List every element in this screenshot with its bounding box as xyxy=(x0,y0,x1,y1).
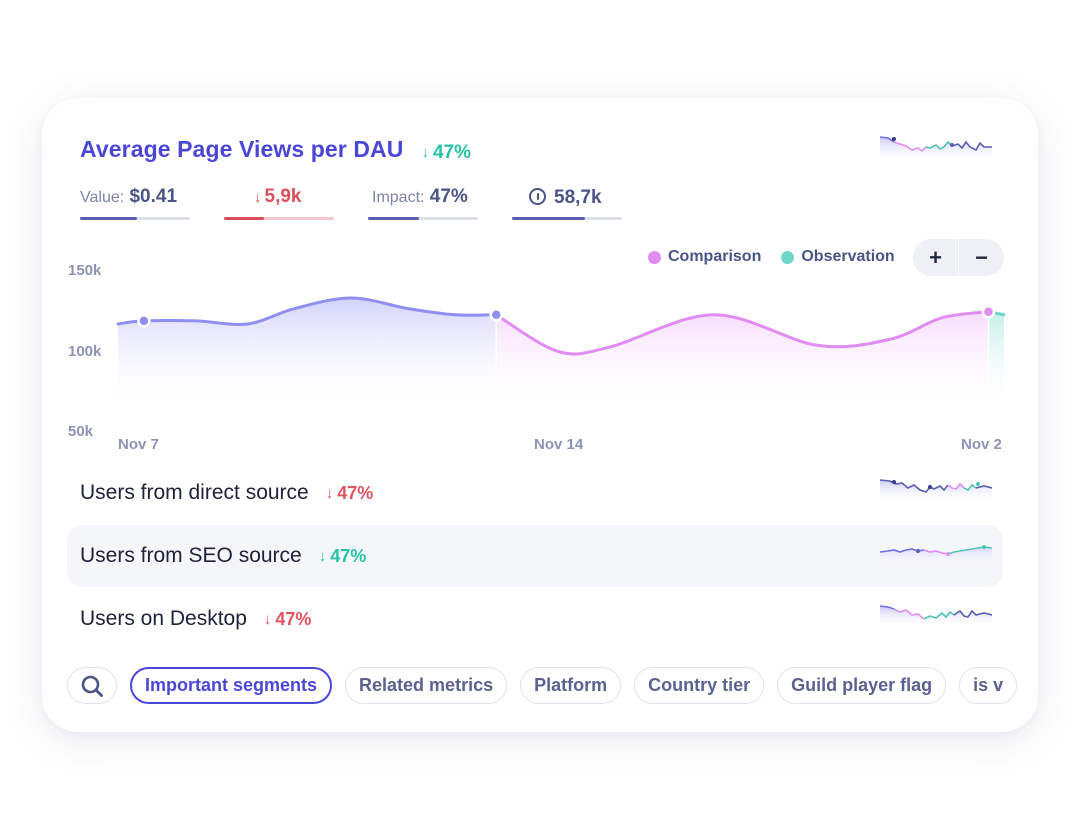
chart-marker-2[interactable] xyxy=(981,304,996,319)
legend-observation-label: Observation xyxy=(801,248,895,265)
segment-sparkline-direct xyxy=(880,476,992,502)
segment-row-direct[interactable]: Users from direct source ↓ 47% xyxy=(67,462,1003,524)
metric-impact-number: 47% xyxy=(429,186,468,207)
title-row: Average Page Views per DAU ↓ 47% xyxy=(80,136,471,164)
title-delta: ↓ 47% xyxy=(421,142,471,164)
search-button[interactable] xyxy=(67,667,117,704)
metric-change-number: 5,9k xyxy=(264,186,302,207)
y-tick-100k: 100k xyxy=(68,343,102,360)
segment-delta-value: 47% xyxy=(330,545,367,566)
series-line-1 xyxy=(494,310,990,356)
chart-marker-0[interactable] xyxy=(137,314,151,328)
series-line-0 xyxy=(116,296,498,326)
x-tick-nov-2: Nov 2 xyxy=(961,436,1002,453)
metric-title[interactable]: Average Page Views per DAU xyxy=(80,136,404,162)
series-area-1 xyxy=(496,311,989,408)
segment-sparkline-seo xyxy=(880,542,992,566)
zoom-out-button[interactable]: − xyxy=(975,244,988,270)
segment-delta-value: 47% xyxy=(337,482,374,503)
chip-important-segments[interactable]: Important segments xyxy=(130,667,333,704)
segment-name: Users from SEO source xyxy=(80,544,302,567)
chip-related-metrics[interactable]: Related metrics xyxy=(345,667,508,704)
legend-observation[interactable]: Observation xyxy=(781,248,895,266)
legend-comparison-label: Comparison xyxy=(668,248,762,265)
metric-impact[interactable]: Impact: 47% xyxy=(368,186,478,220)
legend-comparison[interactable]: Comparison xyxy=(648,248,761,266)
search-icon xyxy=(81,675,103,697)
metric-value[interactable]: Value: $0.41 xyxy=(80,186,190,220)
metric-users-bar xyxy=(512,217,622,220)
metric-card: Average Page Views per DAU ↓ 47% Value: … xyxy=(42,98,1038,732)
arrow-down-icon: ↓ xyxy=(254,189,262,206)
title-delta-value: 47% xyxy=(432,141,471,163)
observation-dot xyxy=(781,250,795,264)
series-area-2 xyxy=(988,311,1004,408)
info-icon xyxy=(529,188,546,205)
arrow-down-icon: ↓ xyxy=(263,610,272,628)
metric-change[interactable]: ↓ 5,9k xyxy=(224,186,334,220)
x-tick-nov-7: Nov 7 xyxy=(118,436,159,453)
segment-delta: ↓ 47% xyxy=(264,609,312,630)
header-sparkline xyxy=(880,134,992,162)
metric-value-bar xyxy=(80,217,190,220)
line-chart[interactable] xyxy=(42,258,1038,458)
segment-row-seo[interactable]: Users from SEO source ↓ 47% xyxy=(67,525,1003,587)
zoom-divider xyxy=(958,239,959,276)
arrow-down-icon: ↓ xyxy=(318,547,327,565)
segment-chips: Important segments Related metrics Platf… xyxy=(67,667,1030,704)
comparison-dot xyxy=(648,250,661,264)
series-area-0 xyxy=(118,297,497,408)
chip-guild-player-flag[interactable]: Guild player flag xyxy=(777,667,947,704)
chip-platform[interactable]: Platform xyxy=(520,667,622,704)
x-tick-nov-14: Nov 14 xyxy=(534,436,584,453)
metric-impact-bar xyxy=(368,217,478,220)
chip-is-v[interactable]: is v xyxy=(959,667,1018,704)
arrow-down-icon: ↓ xyxy=(325,484,334,502)
metric-users-number: 58,7k xyxy=(554,187,602,208)
zoom-in-button[interactable]: + xyxy=(929,244,942,270)
metric-change-bar xyxy=(224,217,334,220)
arrow-down-icon: ↓ xyxy=(421,144,429,161)
metric-value-number: $0.41 xyxy=(129,186,178,207)
metric-impact-label: Impact: xyxy=(372,189,425,206)
chip-country-tier[interactable]: Country tier xyxy=(634,667,765,704)
segment-delta: ↓ 47% xyxy=(319,546,367,567)
segment-delta-value: 47% xyxy=(275,608,312,629)
zoom-control: + − xyxy=(913,239,1004,276)
segment-name: Users from direct source xyxy=(80,481,309,504)
y-tick-50k: 50k xyxy=(68,423,94,440)
segment-sparkline-desktop xyxy=(880,603,992,627)
segment-delta: ↓ 47% xyxy=(326,483,374,504)
y-tick-150k: 150k xyxy=(68,262,102,279)
chart-marker-1[interactable] xyxy=(489,308,503,322)
metric-users[interactable]: 58,7k xyxy=(512,186,622,220)
metric-value-label: Value: xyxy=(80,189,125,206)
segment-row-desktop[interactable]: Users on Desktop ↓ 47% xyxy=(67,588,1003,650)
segment-name: Users on Desktop xyxy=(80,607,247,630)
chart-legend: Comparison Observation xyxy=(648,248,915,266)
